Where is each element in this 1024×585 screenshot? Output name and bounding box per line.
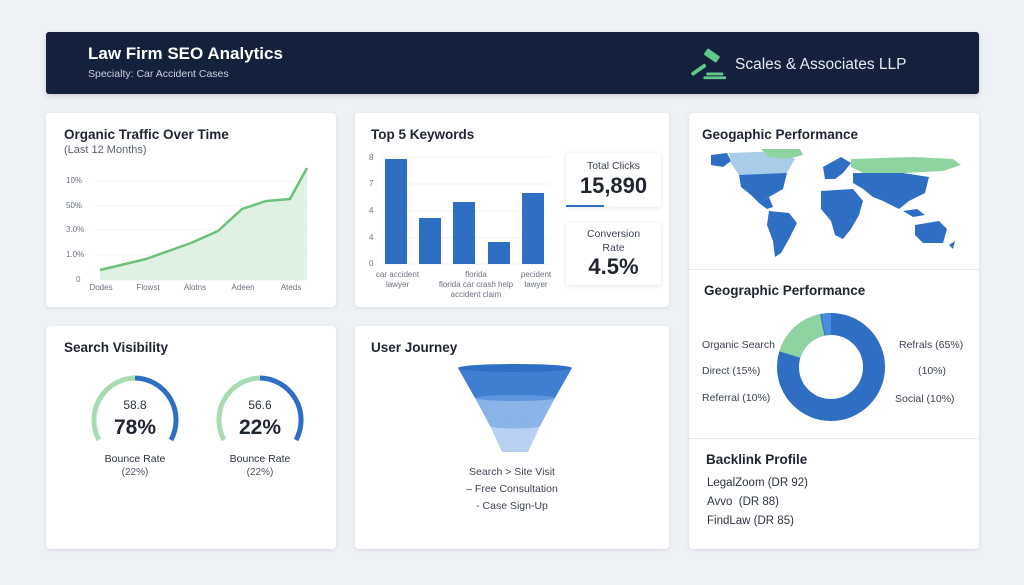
card-title: Backlink Profile — [706, 452, 808, 467]
legend-item: Refrals (65%) — [899, 339, 964, 351]
y-tick: 4 — [369, 206, 374, 215]
legend-item: Direct (15%) — [702, 365, 761, 377]
traffic-sources-donut[interactable] — [775, 311, 887, 423]
bar — [488, 242, 510, 264]
keyword-label: car accident lawyer — [375, 270, 420, 289]
top-keywords-card: Top 5 Keywords 8 7 4 4 0 car accident la… — [355, 113, 669, 307]
legend-item: Referral (10%) — [702, 392, 771, 404]
gavel-icon — [691, 48, 727, 80]
y-tick: 4 — [369, 233, 374, 242]
bar — [453, 202, 475, 264]
gauge-2: 56.6 22% Bounce Rate (22%) — [210, 368, 310, 488]
gauge-arc — [216, 375, 304, 442]
y-tick: 7 — [369, 179, 374, 188]
x-tick: Adeen — [231, 283, 255, 292]
bar — [522, 193, 544, 264]
x-tick: Flowst — [136, 283, 160, 292]
card-title: Organic Traffic Over Time — [64, 127, 229, 142]
backlink-item[interactable]: FindLaw (DR 85) — [707, 515, 794, 527]
journey-step: Search > Site Visit — [469, 466, 555, 478]
bar — [419, 218, 441, 264]
backlink-item[interactable]: LegalZoom (DR 92) — [707, 477, 808, 489]
page-subtitle: Specialty: Car Accident Cases — [88, 68, 229, 80]
backlink-item[interactable]: Avvo (DR 88) — [707, 496, 780, 508]
y-tick: 0 — [76, 275, 81, 284]
card-title: Top 5 Keywords — [371, 127, 475, 142]
divider — [689, 269, 979, 270]
app-header: Law Firm SEO Analytics Specialty: Car Ac… — [46, 32, 979, 94]
keyword-label: florida florida car crash help accident … — [438, 270, 514, 299]
gauge-1: 58.8 78% Bounce Rate (22%) — [85, 368, 185, 488]
user-journey-card: User Journey Search > Site Visit – Free … — [355, 326, 669, 549]
card-title: Geographic Performance — [704, 283, 866, 298]
conversion-rate-stat: Conversion Rate 4.5% — [566, 223, 661, 285]
bar — [385, 159, 407, 264]
search-visibility-card: Search Visibility 58.8 78% Bounce Rate (… — [46, 326, 336, 549]
journey-step: - Case Sign-Up — [476, 500, 548, 512]
firm-name: Scales & Associates LLP — [735, 56, 907, 73]
gauge-arc — [91, 375, 179, 442]
organic-traffic-card: Organic Traffic Over Time (Last 12 Month… — [46, 113, 336, 307]
y-tick: 50% — [66, 201, 83, 210]
y-tick: 8 — [369, 153, 374, 162]
funnel-icon — [458, 364, 572, 452]
world-map[interactable] — [703, 149, 965, 261]
total-clicks-stat: Total Clicks 15,890 — [566, 153, 661, 207]
keywords-bar-chart — [381, 156, 550, 265]
traffic-area-chart — [94, 167, 309, 281]
legend-item: (10%) — [918, 365, 947, 377]
y-tick: 0 — [369, 259, 374, 268]
y-tick: 10% — [66, 176, 83, 185]
card-title: Search Visibility — [64, 340, 169, 355]
divider — [689, 438, 979, 439]
legend-item: Social (10%) — [895, 393, 955, 405]
card-title: Geogaphic Performance — [702, 127, 859, 142]
y-tick: 3.0% — [66, 225, 85, 234]
keyword-label: pecident lawyer — [520, 270, 552, 289]
progress-indicator — [566, 205, 604, 207]
y-tick: 1.0% — [66, 250, 85, 259]
x-tick: Alotns — [183, 283, 207, 292]
x-tick: Ateds — [280, 283, 302, 292]
card-title: User Journey — [371, 340, 458, 355]
legend-item: Organic Search — [702, 339, 775, 351]
brand[interactable]: Scales & Associates LLP — [691, 48, 906, 82]
x-tick: Dodes — [89, 283, 113, 292]
total-clicks-value: 15,890 — [579, 173, 648, 198]
page-title: Law Firm SEO Analytics — [88, 44, 283, 63]
conversion-rate-value: 4.5% — [588, 254, 639, 279]
journey-step: – Free Consultation — [466, 483, 558, 495]
card-subtitle: (Last 12 Months) — [64, 144, 147, 156]
geographic-card: Geogaphic Performance Geographic Perform… — [689, 113, 979, 549]
